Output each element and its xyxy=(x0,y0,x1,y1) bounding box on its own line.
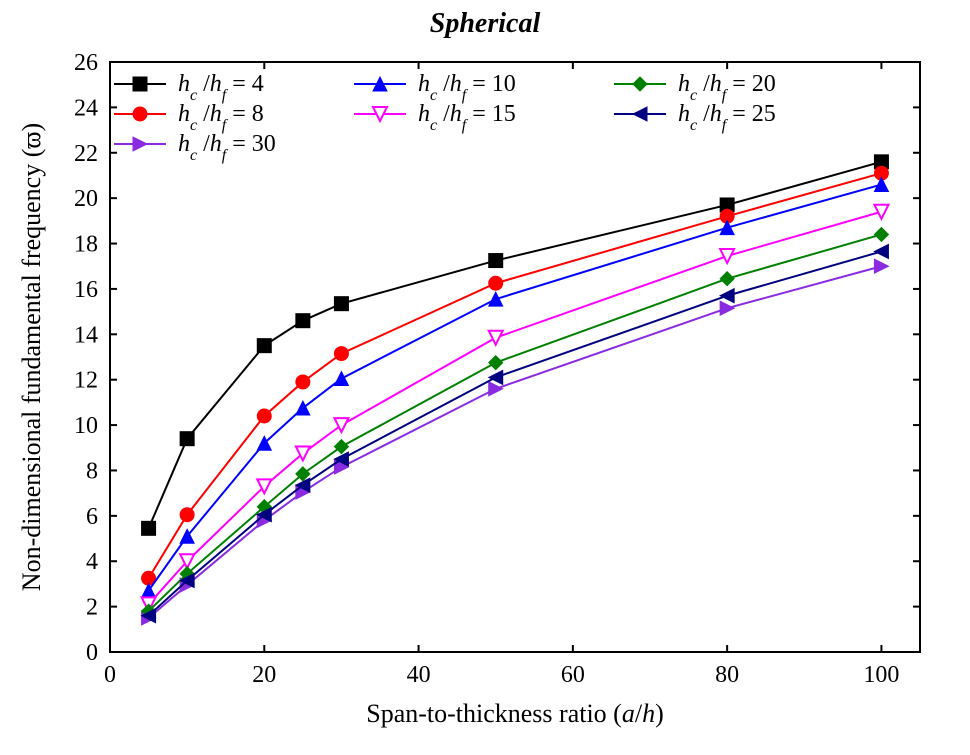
y-axis-title-group: Non-dimensional fundamental frequency (ϖ… xyxy=(17,123,46,591)
marker-circle-icon xyxy=(257,409,271,423)
y-tick-label: 16 xyxy=(74,277,98,303)
y-tick-label: 8 xyxy=(86,458,98,484)
marker-square-icon xyxy=(257,339,271,353)
y-tick-label: 4 xyxy=(86,549,98,575)
chart-svg: 02040608010002468101214161820222426Spher… xyxy=(0,0,970,755)
x-tick-label: 100 xyxy=(863,662,899,688)
x-tick-label: 40 xyxy=(407,662,431,688)
marker-circle-icon xyxy=(180,508,194,522)
y-tick-label: 20 xyxy=(74,186,98,212)
marker-square-icon xyxy=(489,254,503,268)
y-tick-label: 26 xyxy=(74,50,98,76)
chart-container: 02040608010002468101214161820222426Spher… xyxy=(0,0,970,755)
y-tick-label: 6 xyxy=(86,504,98,530)
y-tick-label: 12 xyxy=(74,368,98,394)
x-axis-title: Span-to-thickness ratio (a/h) xyxy=(366,699,664,728)
y-axis-title: Non-dimensional fundamental frequency (ϖ… xyxy=(17,123,46,591)
y-tick-label: 0 xyxy=(86,640,98,666)
marker-square-icon xyxy=(180,432,194,446)
x-tick-label: 20 xyxy=(252,662,276,688)
x-tick-label: 80 xyxy=(715,662,739,688)
y-tick-label: 18 xyxy=(74,232,98,258)
marker-circle-icon xyxy=(296,375,310,389)
y-tick-label: 22 xyxy=(74,141,98,167)
y-tick-label: 10 xyxy=(74,413,98,439)
y-tick-label: 2 xyxy=(86,595,98,621)
x-tick-label: 0 xyxy=(104,662,116,688)
marker-square-icon xyxy=(142,521,156,535)
chart-title: Spherical xyxy=(430,8,541,39)
y-tick-label: 14 xyxy=(74,322,98,348)
marker-square-icon xyxy=(334,297,348,311)
marker-square-icon xyxy=(296,314,310,328)
x-tick-label: 60 xyxy=(561,662,585,688)
y-tick-label: 24 xyxy=(74,95,98,121)
marker-circle-icon xyxy=(489,276,503,290)
marker-circle-icon xyxy=(334,347,348,361)
marker-circle-icon xyxy=(133,107,147,121)
marker-square-icon xyxy=(133,77,147,91)
